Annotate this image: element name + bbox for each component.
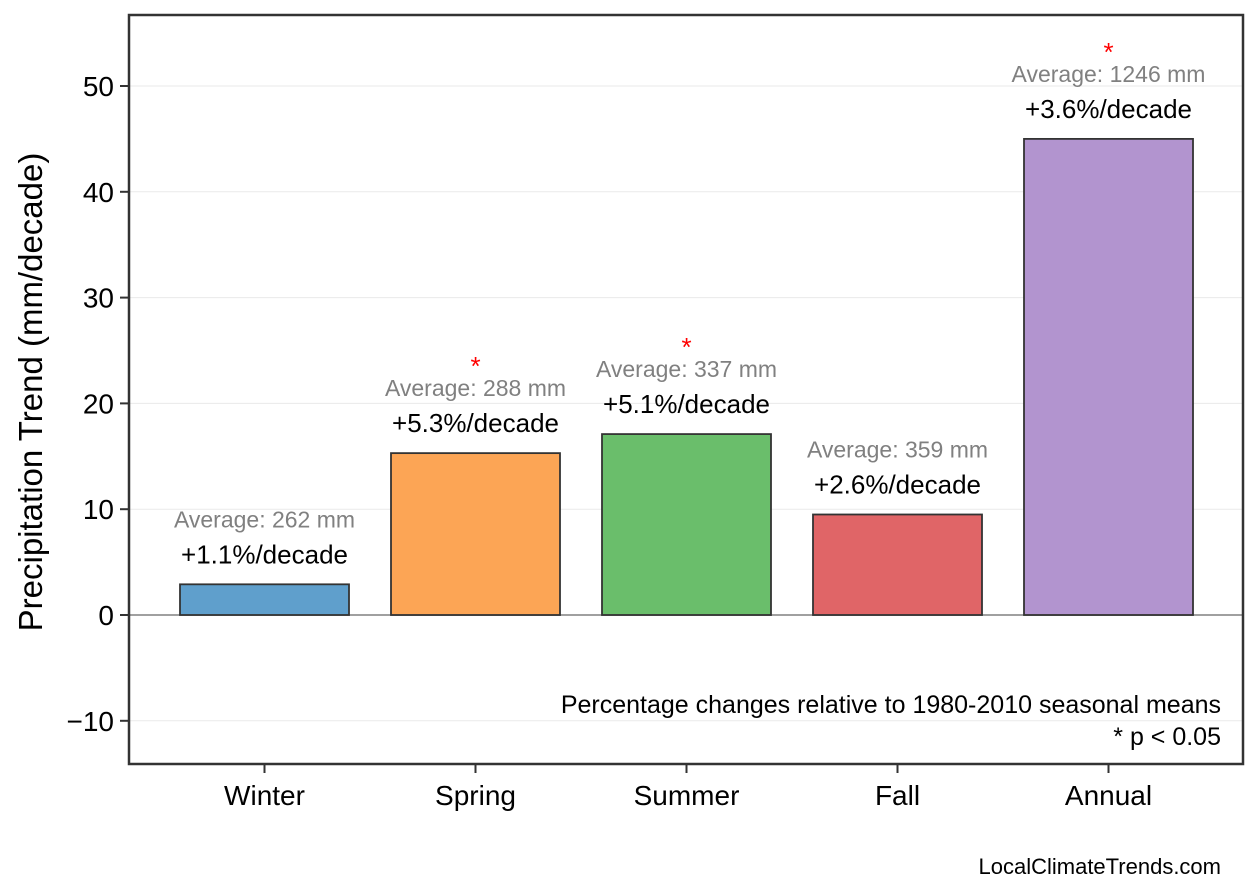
bar-fall (812, 513, 983, 616)
y-tick-label: −10 (67, 706, 115, 737)
bar-annual (1023, 137, 1194, 616)
x-tick-label: Annual (1065, 780, 1152, 811)
percent-label: +5.1%/decade (603, 389, 770, 419)
bar-spring (390, 452, 561, 616)
axes: −10 0 10 20 30 40 50 Winter Spring Summer Fall Annu… (67, 71, 1153, 811)
x-tick-label: Summer (634, 780, 740, 811)
bars (179, 137, 1194, 616)
significance-star: * (470, 351, 480, 381)
y-axis-label: Precipitation Trend (mm/decade) (12, 153, 49, 632)
percent-label: +5.3%/decade (392, 408, 559, 438)
percent-label: +2.6%/decade (814, 469, 981, 499)
y-tick-label: 0 (98, 600, 114, 631)
percent-label: +1.1%/decade (181, 539, 348, 569)
bar-summer (601, 433, 772, 616)
note-significance: * p < 0.05 (1113, 723, 1221, 751)
average-label: Average: 337 mm (596, 356, 777, 382)
significance-star: * (681, 332, 691, 362)
y-tick-label: 10 (83, 494, 114, 525)
x-tick-label: Spring (435, 780, 516, 811)
credit-text: LocalClimateTrends.com (979, 854, 1222, 879)
average-label: Average: 288 mm (385, 375, 566, 401)
x-tick-label: Winter (224, 780, 305, 811)
y-tick-label: 50 (83, 71, 114, 102)
significance-star: * (1103, 37, 1113, 67)
y-tick-label: 40 (83, 177, 114, 208)
bar-labels: +1.1%/decade Average: 262 mm +5.3%/decade A… (174, 37, 1206, 569)
note-percentage: Percentage changes relative to 1980-2010… (561, 691, 1221, 719)
x-tick-label: Fall (875, 780, 920, 811)
average-label: Average: 262 mm (174, 506, 355, 532)
bar-winter (179, 583, 350, 616)
grid-lines (129, 85, 1243, 722)
average-label: Average: 359 mm (807, 436, 988, 462)
plot-frame (127, 13, 1245, 766)
average-label: Average: 1246 mm (1012, 61, 1206, 87)
y-tick-label: 30 (83, 283, 114, 314)
percent-label: +3.6%/decade (1025, 94, 1192, 124)
y-tick-label: 20 (83, 388, 114, 419)
